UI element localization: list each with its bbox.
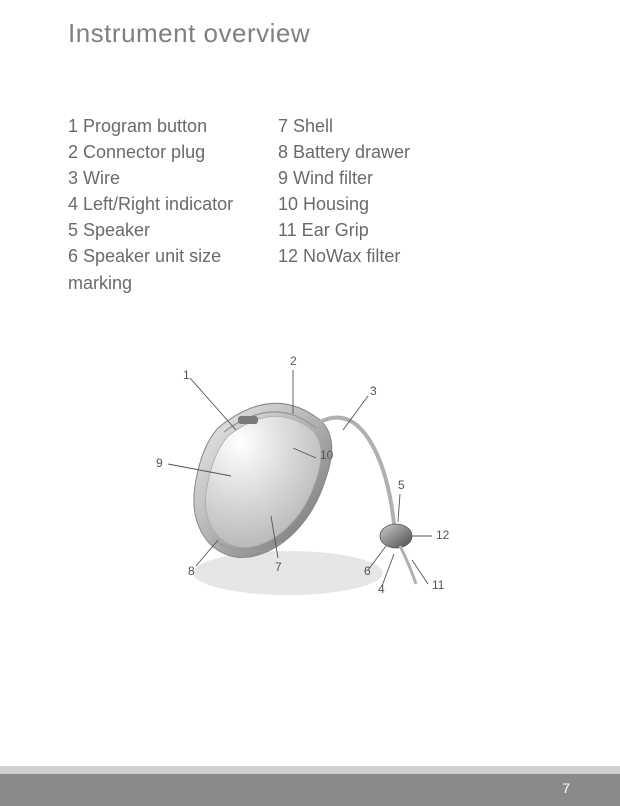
- part-item: 11 Ear Grip: [278, 217, 578, 243]
- callout-1: 1: [183, 368, 190, 382]
- part-item: 5 Speaker: [68, 217, 278, 243]
- part-item: 9 Wind filter: [278, 165, 578, 191]
- page: Instrument overview 1 Program button 2 C…: [0, 0, 620, 806]
- page-footer: 7: [0, 766, 620, 806]
- part-item: 2 Connector plug: [68, 139, 278, 165]
- page-title: Instrument overview: [68, 18, 578, 49]
- speaker-unit: [380, 524, 412, 548]
- part-item: 10 Housing: [278, 191, 578, 217]
- callout-10: 10: [320, 448, 333, 462]
- page-number: 7: [562, 780, 570, 796]
- callout-5: 5: [398, 478, 405, 492]
- parts-list: 1 Program button 2 Connector plug 3 Wire…: [68, 113, 578, 296]
- callout-11: 11: [432, 578, 444, 592]
- part-item: 4 Left/Right indicator: [68, 191, 278, 217]
- part-item: 7 Shell: [278, 113, 578, 139]
- parts-list-col-1: 1 Program button 2 Connector plug 3 Wire…: [68, 113, 278, 296]
- callout-4: 4: [378, 582, 385, 596]
- callout-8: 8: [188, 564, 195, 578]
- callout-9: 9: [156, 456, 163, 470]
- callout-12: 12: [436, 528, 449, 542]
- part-item: 6 Speaker unit size marking: [68, 243, 278, 295]
- ear-grip: [400, 546, 416, 584]
- device-wire: [320, 417, 394, 523]
- callout-2: 2: [290, 354, 297, 368]
- callout-7: 7: [275, 560, 282, 574]
- program-button: [238, 416, 258, 424]
- parts-list-col-2: 7 Shell 8 Battery drawer 9 Wind filter 1…: [278, 113, 578, 296]
- part-item: 12 NoWax filter: [278, 243, 578, 269]
- footer-accent-bar: [0, 766, 620, 774]
- part-item: 3 Wire: [68, 165, 278, 191]
- part-item: 1 Program button: [68, 113, 278, 139]
- diagram-svg: [68, 348, 578, 668]
- shadow: [193, 551, 383, 595]
- instrument-diagram: 1 2 3 9 10 5 12 7 8 6 4 11: [68, 348, 578, 668]
- callout-3: 3: [370, 384, 377, 398]
- callout-6: 6: [364, 564, 371, 578]
- part-item: 8 Battery drawer: [278, 139, 578, 165]
